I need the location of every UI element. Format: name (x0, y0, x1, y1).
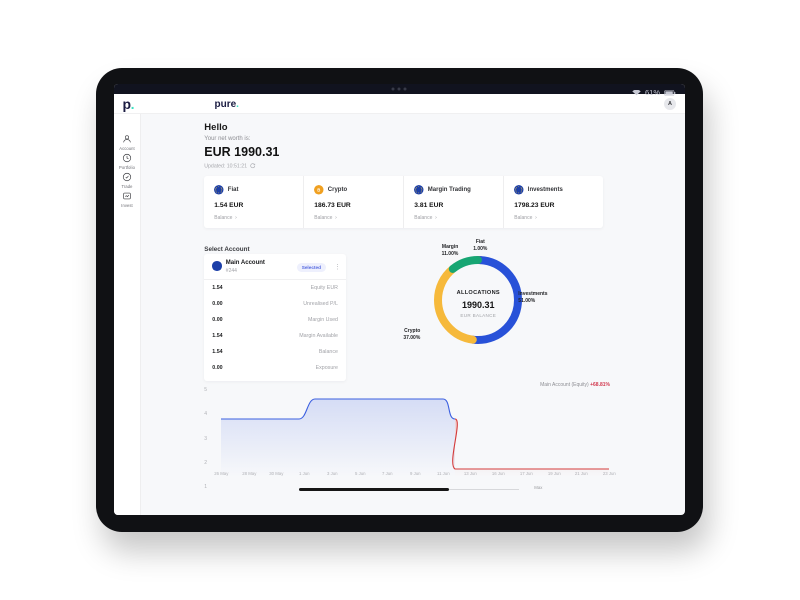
svg-text:B: B (318, 188, 321, 193)
